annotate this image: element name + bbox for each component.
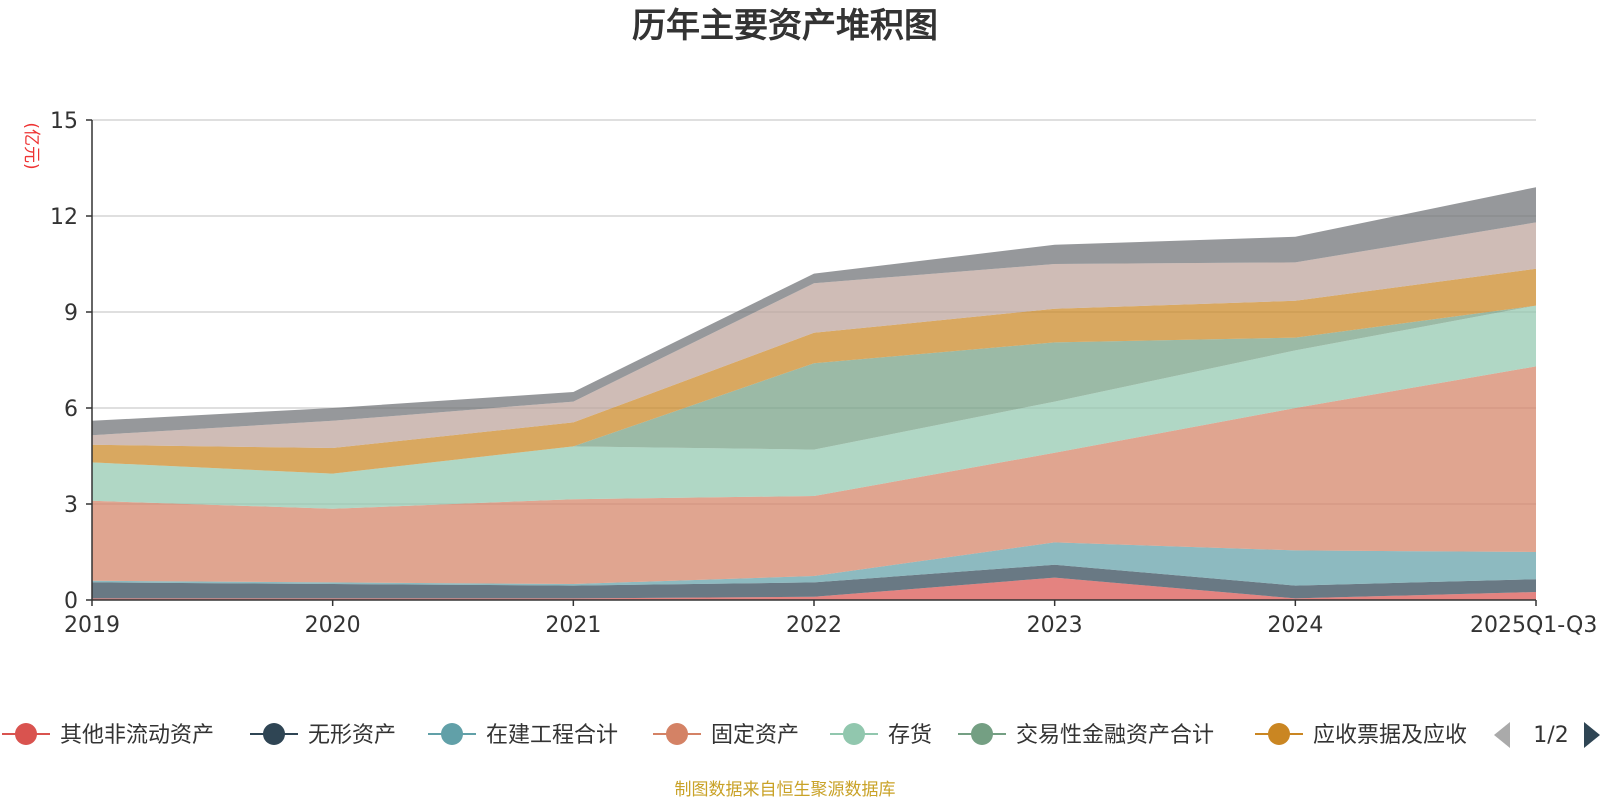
legend-item-5[interactable]: 交易性金融资产合计 — [958, 723, 1214, 748]
legend-label: 固定资产 — [711, 723, 799, 748]
legend-label: 在建工程合计 — [486, 723, 618, 748]
legend-page-indicator: 1/2 — [1533, 723, 1568, 748]
y-tick-label-0: 0 — [64, 589, 78, 614]
legend-item-0[interactable]: 其他非流动资产 — [2, 723, 214, 748]
legend-item-4[interactable]: 存货 — [830, 723, 932, 748]
area-series-3 — [92, 366, 1536, 584]
axes: 0 3 6 9 12 15 2019 2020 2021 2022 2023 2024 2025Q1-Q… — [50, 109, 1597, 638]
area-series-group — [92, 187, 1536, 600]
x-tick-label-5: 2024 — [1267, 613, 1323, 638]
legend-label: 交易性金融资产合计 — [1016, 723, 1214, 748]
legend-marker — [1268, 723, 1290, 745]
chart-title: 历年主要资产堆积图 — [632, 6, 938, 46]
x-tick-label-1: 2020 — [305, 613, 361, 638]
legend-prev-page-icon[interactable] — [1494, 722, 1510, 748]
legend-item-3[interactable]: 固定资产 — [653, 723, 799, 748]
legend-marker — [441, 723, 463, 745]
y-tick-label-2: 6 — [64, 397, 78, 422]
y-axis-label: (亿元) — [21, 122, 41, 169]
legend-label: 其他非流动资产 — [60, 723, 214, 748]
legend-marker — [666, 723, 688, 745]
x-tick-label-0: 2019 — [64, 613, 120, 638]
legend-marker — [843, 723, 865, 745]
area-series-1 — [92, 564, 1536, 599]
legend-item-6[interactable]: 应收票据及应收 — [1255, 723, 1467, 748]
area-series-0 — [92, 577, 1536, 600]
legend-label: 存货 — [888, 723, 932, 748]
y-tick-label-3: 9 — [64, 301, 78, 326]
x-tick-label-2: 2021 — [545, 613, 601, 638]
y-tick-label-4: 12 — [50, 205, 78, 230]
y-tick-label-5: 15 — [50, 109, 78, 134]
legend-item-1[interactable]: 无形资产 — [250, 723, 396, 748]
legend-marker — [971, 723, 993, 745]
legend-item-2[interactable]: 在建工程合计 — [428, 723, 618, 748]
area-series-8 — [92, 187, 1536, 436]
area-series-7 — [92, 222, 1536, 448]
source-note: 制图数据来自恒生聚源数据库 — [675, 780, 896, 800]
area-series-6 — [92, 268, 1536, 474]
area-series-2 — [92, 542, 1536, 586]
legend-label: 无形资产 — [308, 723, 396, 748]
y-tick-label-1: 3 — [64, 493, 78, 518]
area-series-4 — [92, 305, 1536, 509]
legend: 其他非流动资产 无形资产 在建工程合计 固定资产 存货 交易性金融资产合计 应收票据及应收 1… — [2, 722, 1600, 748]
legend-marker — [15, 723, 37, 745]
legend-label: 应收票据及应收 — [1313, 723, 1467, 748]
legend-marker — [263, 723, 285, 745]
legend-next-page-icon[interactable] — [1584, 722, 1600, 748]
x-tick-label-3: 2022 — [786, 613, 842, 638]
x-tick-label-4: 2023 — [1027, 613, 1083, 638]
area-series-5 — [92, 305, 1536, 474]
x-tick-label-6: 2025Q1-Q3 — [1470, 613, 1597, 638]
